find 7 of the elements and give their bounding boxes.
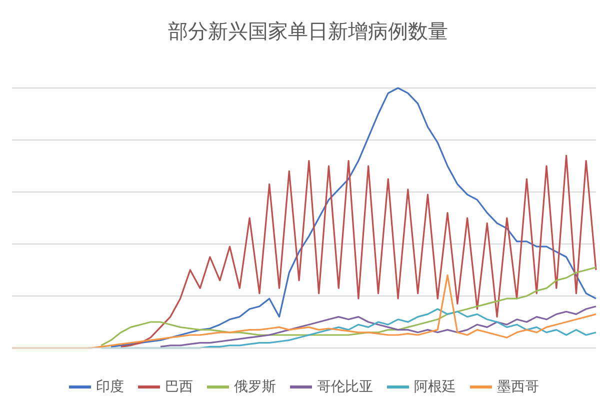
legend-label: 俄罗斯 (234, 378, 276, 396)
legend-label: 巴西 (165, 378, 193, 396)
chart-title: 部分新兴国家单日新增病例数量 (167, 18, 449, 45)
legend-label: 印度 (96, 378, 124, 396)
legend-label: 哥伦比亚 (317, 378, 373, 396)
legend-label: 阿根廷 (414, 378, 456, 396)
legend-label: 墨西哥 (497, 378, 539, 396)
